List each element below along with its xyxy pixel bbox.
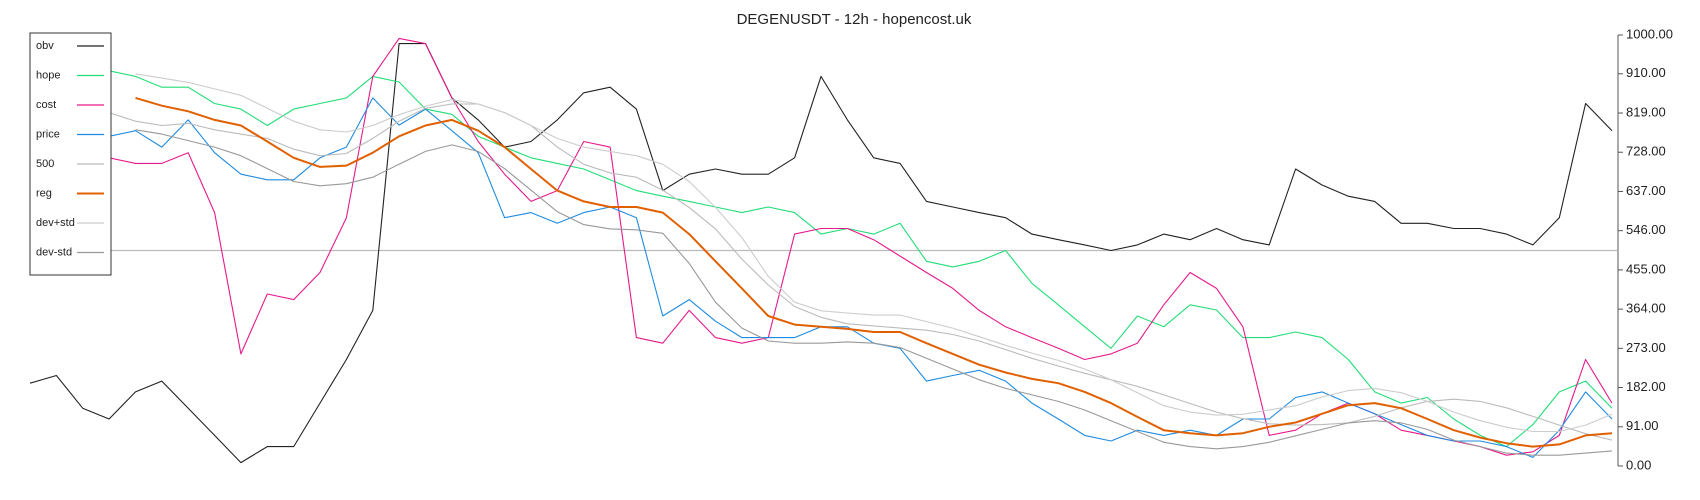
y-tick-label: 910.00	[1626, 65, 1666, 80]
y-tick-label: 546.00	[1626, 222, 1666, 237]
series-line	[135, 73, 1613, 433]
legend-box	[29, 32, 112, 276]
legend-label: 500	[36, 158, 54, 170]
y-tick-label: 0.00	[1626, 457, 1651, 472]
legend-label: reg	[36, 187, 52, 199]
y-tick-label: 182.00	[1626, 379, 1666, 394]
series-line	[108, 97, 1613, 458]
legend-label: obv	[36, 40, 54, 52]
y-tick-label: 728.00	[1626, 144, 1666, 159]
legend-label: dev+std	[36, 217, 75, 229]
series-line	[108, 103, 1613, 441]
series-line	[108, 70, 1613, 448]
legend: obv hope cost price 500 reg dev+std dev-std	[29, 32, 112, 276]
y-tick-label: 273.00	[1626, 340, 1666, 355]
series-line	[135, 129, 1613, 456]
legend-label: price	[36, 128, 60, 140]
y-tick-label: 819.00	[1626, 104, 1666, 119]
y-tick-label: 637.00	[1626, 183, 1666, 198]
legend-label: cost	[36, 99, 56, 111]
legend-label: dev-std	[36, 246, 72, 258]
y-tick-label: 364.00	[1626, 301, 1666, 316]
y-tick-label: 91.00	[1626, 418, 1659, 433]
y-tick-label: 455.00	[1626, 261, 1666, 276]
series-line	[135, 96, 1613, 448]
series-line	[29, 43, 1613, 464]
y-tick-label: 1000.00	[1626, 26, 1673, 41]
chart-title: DEGENUSDT - 12h - hopencost.uk	[737, 11, 972, 28]
legend-label: hope	[36, 69, 60, 81]
